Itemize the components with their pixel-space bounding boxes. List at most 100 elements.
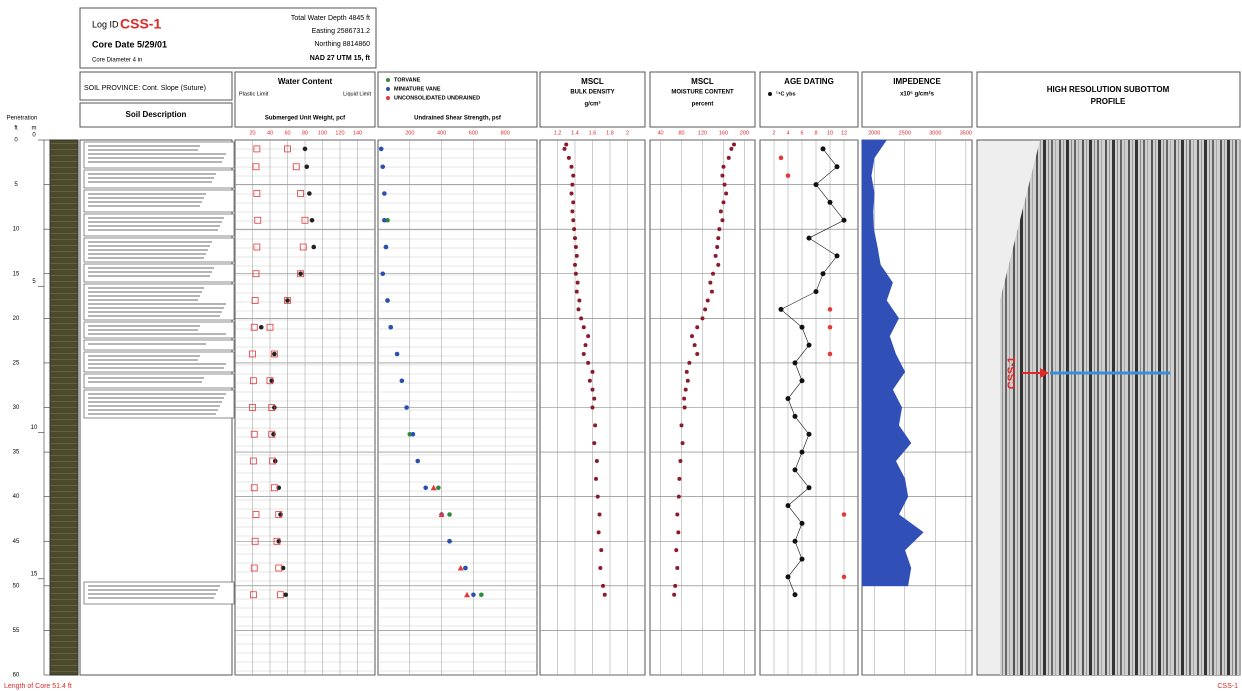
description-box — [84, 340, 234, 350]
data-point — [380, 271, 385, 276]
mscl-point — [674, 548, 678, 552]
data-point — [447, 512, 452, 517]
log-id-label: Log ID — [92, 19, 119, 29]
x-tick-label: 12 — [841, 130, 847, 136]
data-point — [385, 298, 390, 303]
mscl-point — [573, 263, 577, 267]
description-box — [84, 170, 234, 188]
data-point — [800, 325, 805, 330]
core-strip — [50, 140, 78, 675]
description-box — [84, 264, 234, 282]
data-point — [800, 378, 805, 383]
plastic-limit-label: Plastic Limit — [239, 91, 269, 97]
mscl-point — [570, 165, 574, 169]
ft-tick-label: 15 — [13, 271, 20, 277]
legend-label: TORVANE — [394, 77, 421, 83]
x-tick-label: 2000 — [868, 130, 880, 136]
track-unit: percent — [692, 102, 714, 108]
x-tick-label: 140 — [353, 130, 362, 136]
description-box — [84, 214, 234, 236]
track-title: IMPEDENCE — [893, 77, 941, 86]
data-point — [447, 539, 452, 544]
data-point — [793, 539, 798, 544]
x-tick-label: 10 — [827, 130, 833, 136]
data-point — [828, 307, 833, 312]
data-point — [307, 191, 312, 196]
data-point — [821, 146, 826, 151]
data-point — [382, 191, 387, 196]
data-point — [779, 156, 784, 161]
m-tick-label: 0 — [32, 133, 36, 139]
core-date: Core Date 5/29/01 — [92, 39, 167, 49]
x-tick-label: 2 — [626, 130, 629, 136]
track-title: MSCL — [691, 77, 714, 86]
track-unit: Undrained Shear Strength, psf — [414, 116, 502, 122]
x-tick-label: 1.4 — [571, 130, 579, 136]
mscl-point — [695, 352, 699, 356]
mscl-point — [729, 147, 733, 151]
track-unit: Submerged Unit Weight, pcf — [265, 116, 346, 122]
mscl-point — [686, 379, 690, 383]
data-point — [379, 147, 384, 152]
mscl-point — [591, 388, 595, 392]
profile-marker: CSS-1 — [1006, 357, 1018, 389]
mscl-point — [563, 147, 567, 151]
data-point — [786, 173, 791, 178]
data-point — [463, 566, 468, 571]
track-unit: x10⁵ g/cm²s — [900, 91, 934, 98]
ft-tick-label: 55 — [13, 628, 20, 634]
mscl-point — [724, 192, 728, 196]
core-length: Length of Core 51.4 ft — [4, 683, 72, 690]
x-tick-label: 40 — [657, 130, 663, 136]
x-tick-label: 1.2 — [554, 130, 562, 136]
data-point — [404, 405, 409, 410]
mscl-point — [675, 566, 679, 570]
data-point — [786, 396, 791, 401]
profile-title: HIGH RESOLUTION SUBOTTOM — [1047, 85, 1170, 94]
data-point — [388, 325, 393, 330]
data-point — [814, 182, 819, 187]
mscl-point — [586, 334, 590, 338]
mscl-point — [586, 361, 590, 365]
x-tick-label: 80 — [302, 130, 308, 136]
mscl-point — [571, 200, 575, 204]
mscl-point — [716, 263, 720, 267]
data-point — [380, 164, 385, 169]
x-tick-label: 6 — [800, 130, 803, 136]
core-diameter: Core Diameter 4 in — [92, 58, 142, 64]
data-point — [842, 512, 847, 517]
data-point — [793, 414, 798, 419]
data-point — [303, 147, 308, 152]
mscl-point — [695, 325, 699, 329]
mscl-point — [720, 174, 724, 178]
mscl-point — [672, 593, 676, 597]
mscl-point — [683, 406, 687, 410]
mscl-point — [591, 370, 595, 374]
mscl-point — [723, 183, 727, 187]
mscl-point — [681, 441, 685, 445]
x-tick-label: 1.6 — [589, 130, 597, 136]
data-point — [807, 485, 812, 490]
ft-tick-label: 60 — [13, 673, 20, 679]
ft-tick-label: 25 — [13, 360, 20, 366]
core-log: Log ID CSS-1 Core Date 5/29/01 Core Diam… — [0, 0, 1242, 691]
mscl-point — [597, 530, 601, 534]
legend-marker — [386, 87, 390, 91]
mscl-point — [582, 352, 586, 356]
description-box — [84, 352, 234, 372]
mscl-point — [677, 495, 681, 499]
mscl-point — [687, 361, 691, 365]
x-tick-label: 8 — [814, 130, 817, 136]
ft-tick-label: 35 — [13, 450, 20, 456]
mscl-point — [573, 236, 577, 240]
legend-label: ¹⁴C ybs — [776, 90, 796, 97]
mscl-point — [577, 299, 581, 303]
mscl-point — [701, 316, 705, 320]
x-tick-label: 200 — [740, 130, 749, 136]
mscl-point — [571, 218, 575, 222]
x-tick-label: 800 — [501, 130, 510, 136]
soil-description-title: Soil Description — [126, 110, 187, 119]
data-point — [828, 325, 833, 330]
data-point — [272, 352, 277, 357]
ft-tick-label: 0 — [14, 138, 18, 144]
